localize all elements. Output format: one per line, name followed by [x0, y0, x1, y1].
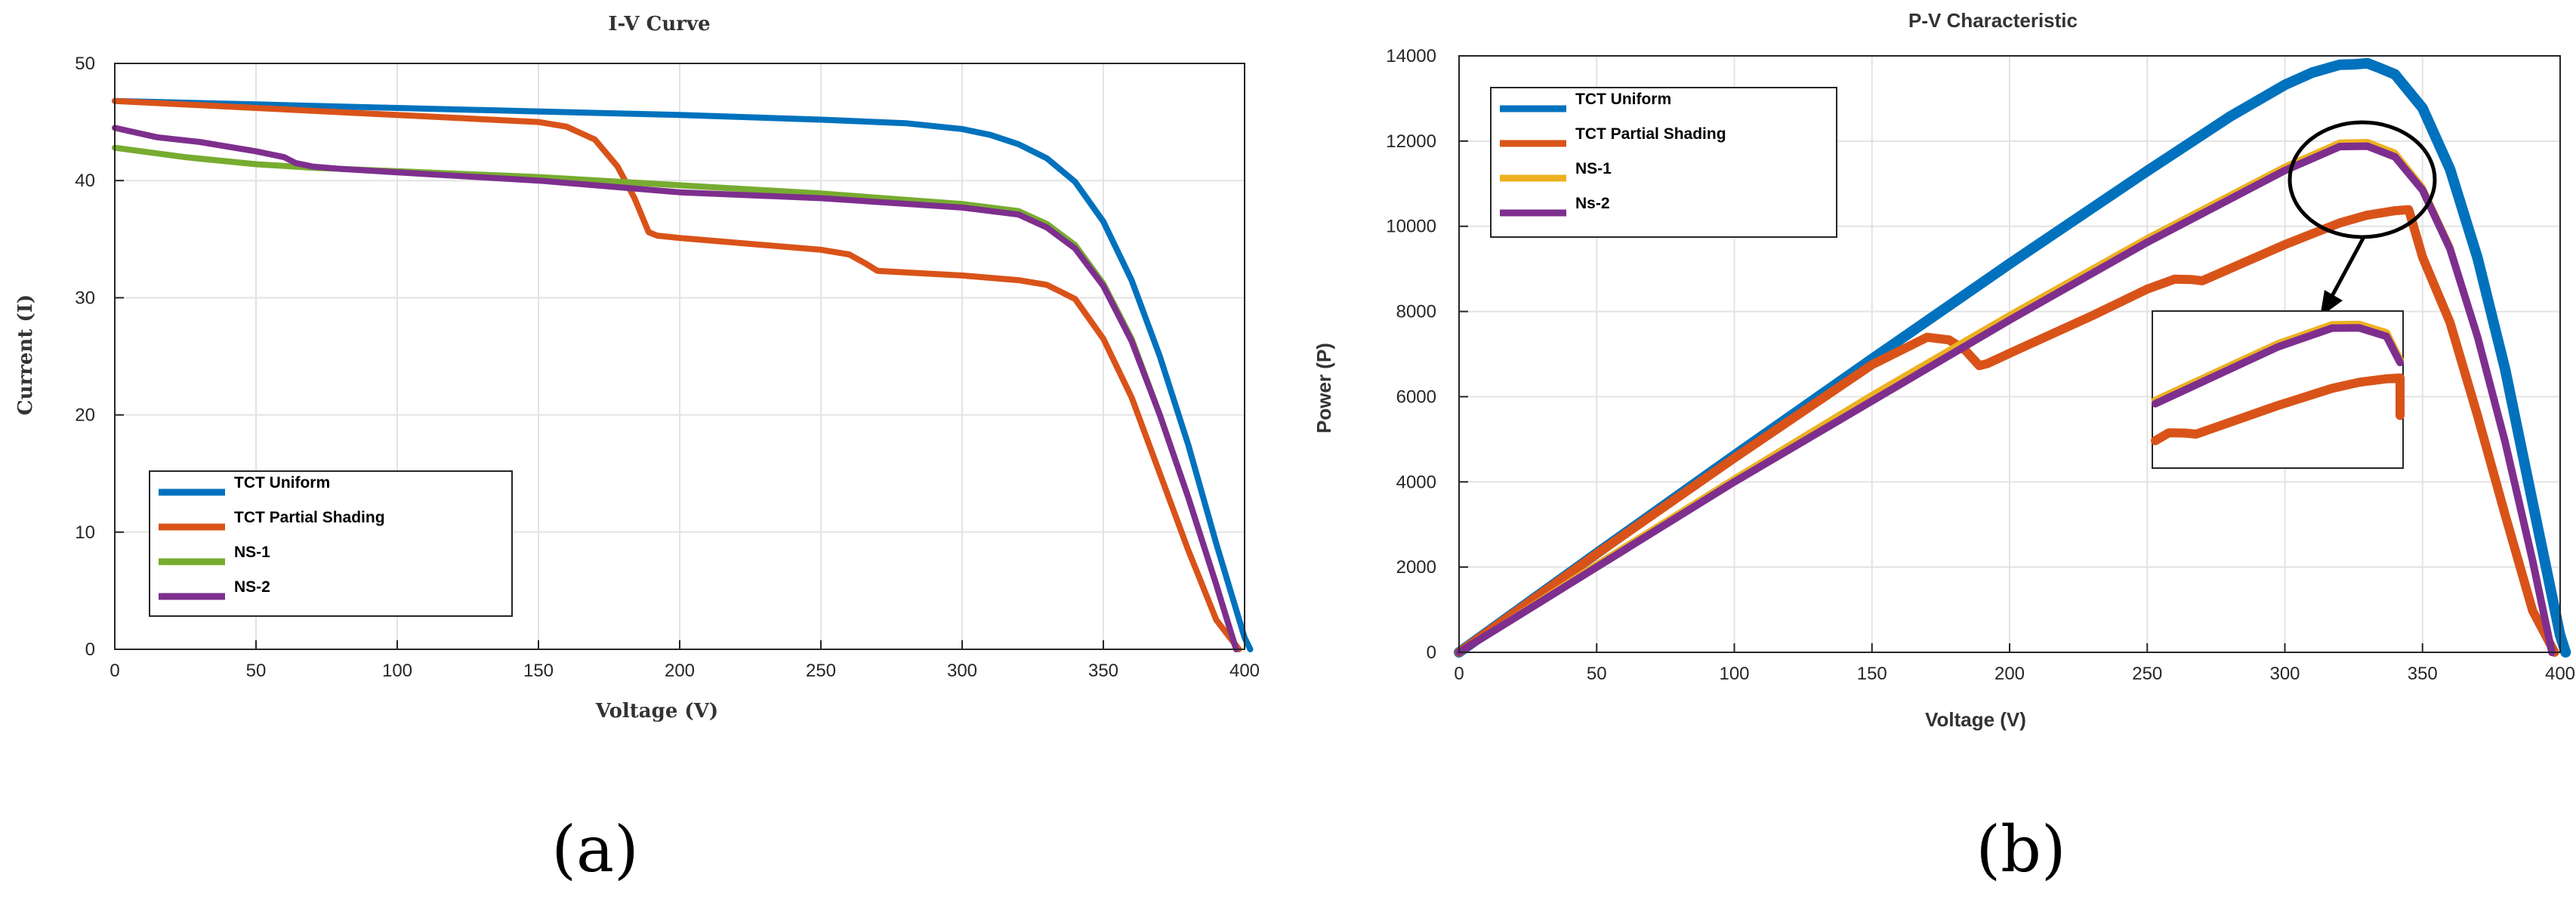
zoom-arrow-line	[2330, 236, 2366, 297]
iv-plot-frame	[114, 63, 1245, 650]
iv-legend-label: NS-2	[234, 578, 270, 596]
iv-y-axis-label: Current (I)	[14, 294, 37, 415]
iv-x-tick-label: 350	[1088, 661, 1118, 681]
pv-y-tick-label: 2000	[1396, 557, 1436, 578]
pv-legend: TCT Uniform TCT Partial Shading NS-1 Ns-2	[1490, 87, 1837, 238]
pv-x-tick-label: 400	[2545, 664, 2575, 684]
iv-series-ns-2	[112, 125, 1239, 652]
pv-legend-label: TCT Partial Shading	[1575, 125, 1726, 143]
iv-series-tct-partial-shading	[112, 97, 1242, 652]
iv-legend: TCT Uniform TCT Partial Shading NS-1 NS-2	[149, 470, 513, 617]
pv-legend-label: NS-1	[1575, 160, 1612, 177]
pv-legend-label: TCT Uniform	[1575, 91, 1671, 108]
panel-label-b: (b)	[1976, 812, 2065, 886]
iv-y-tick-label: 0	[85, 639, 95, 660]
pv-y-tick-label: 4000	[1396, 472, 1436, 492]
pv-chart-title: P-V Characteristic	[1908, 9, 2078, 32]
pv-x-tick-label: 350	[2408, 664, 2438, 684]
iv-series-group	[112, 97, 1254, 652]
iv-x-tick-label: 400	[1229, 661, 1260, 681]
pv-x-tick-label: 250	[2132, 664, 2162, 684]
pv-x-tick-label: 50	[1587, 664, 1607, 684]
pv-plot-frame	[1458, 55, 2561, 653]
pv-y-axis-label: Power (P)	[1313, 343, 1335, 433]
iv-x-tick-labels: 0 50 100 150 200 250 300 350 400	[110, 661, 1260, 681]
pv-x-tick-label: 150	[1857, 664, 1887, 684]
pv-y-tick-label: 12000	[1386, 131, 1436, 152]
pv-series-tct-partial-shading	[1455, 205, 2559, 657]
pv-y-tick-label: 0	[1427, 643, 1436, 663]
pv-x-tick-labels: 0 50 100 150 200 250 300 350 400	[1454, 664, 2575, 684]
iv-chart: I-V Curve 0 50 100 150 200 250 300 350 400 0 10 20…	[14, 13, 1260, 723]
iv-x-tick-label: 100	[382, 661, 412, 681]
iv-legend-label: TCT Partial Shading	[234, 509, 385, 526]
iv-x-tick-label: 150	[523, 661, 554, 681]
iv-y-tick-label: 50	[75, 54, 95, 74]
pv-x-tick-label: 300	[2269, 664, 2300, 684]
iv-x-tick-label: 250	[806, 661, 836, 681]
zoom-inset-series	[2151, 320, 2405, 445]
pv-legend-label: Ns-2	[1575, 195, 1610, 212]
iv-x-tick-label: 300	[947, 661, 977, 681]
pv-y-tick-label: 8000	[1396, 302, 1436, 322]
iv-chart-title: I-V Curve	[608, 13, 710, 35]
iv-y-tick-label: 40	[75, 171, 95, 191]
zoom-inset-series-ns-2	[2152, 324, 2404, 408]
pv-series-group	[1454, 57, 2571, 658]
pv-x-tick-label: 0	[1454, 664, 1464, 684]
pv-y-tick-label: 10000	[1386, 217, 1436, 237]
iv-y-tick-labels: 0 10 20 30 40 50	[75, 54, 95, 660]
zoom-inset-series-tct-partial-shading	[2151, 373, 2405, 445]
iv-legend-label: NS-1	[234, 544, 270, 561]
iv-y-tick-label: 20	[75, 405, 95, 426]
pv-x-tick-label: 100	[1719, 664, 1749, 684]
pv-series-ns-2	[1455, 142, 2556, 656]
iv-x-tick-label: 0	[110, 661, 119, 681]
pv-series-tct-uniform	[1454, 57, 2571, 658]
iv-series-tct-uniform	[112, 97, 1254, 652]
pv-y-tick-label: 14000	[1386, 46, 1436, 66]
iv-x-axis-label: Voltage (V)	[595, 700, 718, 723]
pv-x-tick-label: 200	[1994, 664, 2025, 684]
pv-y-tick-label: 6000	[1396, 387, 1436, 407]
pv-x-axis-label: Voltage (V)	[1925, 708, 2026, 731]
iv-x-tick-label: 200	[665, 661, 695, 681]
iv-y-tick-label: 10	[75, 522, 95, 543]
pv-chart: P-V Characteristic 0 50 100 150 200 250 300 350…	[1313, 9, 2575, 731]
iv-y-tick-label: 30	[75, 288, 95, 308]
iv-legend-label: TCT Uniform	[234, 474, 330, 492]
iv-x-tick-label: 50	[246, 661, 267, 681]
pv-y-tick-labels: 0 2000 4000 6000 8000 10000 12000 14000	[1386, 46, 1436, 663]
panel-label-a: (a)	[551, 812, 639, 886]
